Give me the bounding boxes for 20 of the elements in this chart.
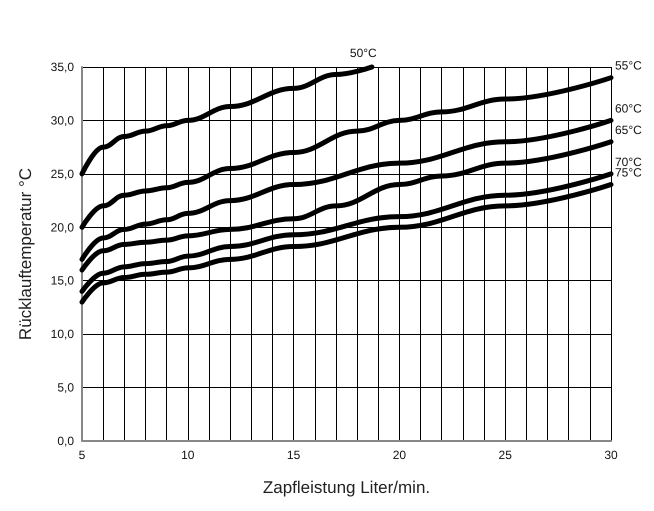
x-tick-label: 15	[286, 448, 301, 462]
x-tick-label: 5	[78, 448, 86, 462]
x-tick-label: 30	[604, 448, 618, 462]
x-tick-label: 20	[392, 448, 406, 462]
y-tick-label: 20,0	[50, 220, 74, 234]
series-label: 60°C	[615, 101, 642, 116]
x-tick-label: 10	[181, 448, 195, 462]
series-label: 65°C	[615, 122, 642, 137]
y-tick-label: 0,0	[57, 434, 74, 448]
y-tick-label: 10,0	[50, 327, 74, 342]
series-label: 50°C	[350, 46, 378, 60]
series-label: 55°C	[615, 58, 642, 73]
x-tick-label: 25	[498, 448, 512, 462]
y-tick-label: 30,0	[50, 113, 74, 128]
x-axis-title: Zapfleistung Liter/min.	[262, 478, 430, 497]
y-tick-label: 5,0	[57, 380, 74, 395]
y-tick-label: 25,0	[50, 166, 74, 181]
y-tick-label: 15,0	[50, 274, 74, 288]
y-tick-label: 35,0	[50, 60, 74, 74]
y-axis-title: Rücklauftemperatur °C	[16, 168, 35, 340]
